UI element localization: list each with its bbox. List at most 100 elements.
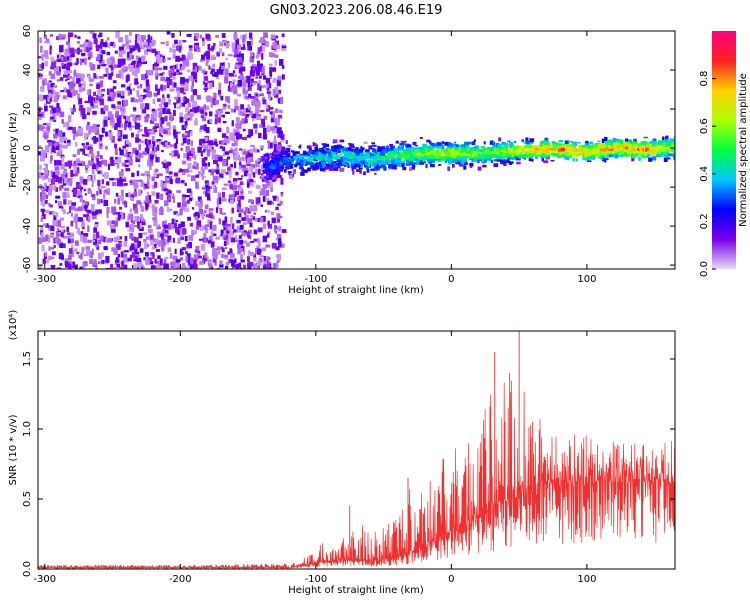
spectrogram-cell xyxy=(56,103,60,108)
spectrogram-cell xyxy=(355,151,360,156)
spectrogram-cell xyxy=(93,174,96,181)
spectrogram-cell xyxy=(245,89,248,94)
spectrogram-cell xyxy=(249,180,254,187)
spectrogram-cell xyxy=(281,243,285,248)
spectrogram-cell xyxy=(67,200,73,205)
spectrogram-cell xyxy=(177,131,181,134)
spectrogram-cell xyxy=(128,191,131,198)
spectrogram-cell xyxy=(212,224,217,232)
spectrogram-cell xyxy=(251,82,256,85)
spectrogram-cell xyxy=(168,171,173,175)
spectrogram-cell xyxy=(245,80,249,84)
spectrogram-cell xyxy=(321,160,325,164)
x-tick-label: 100 xyxy=(577,574,596,585)
spectrogram-cell xyxy=(626,141,630,144)
spectrogram-cell xyxy=(280,140,285,143)
spectrogram-cell xyxy=(57,230,61,233)
spectrogram-cell xyxy=(597,144,602,147)
spectrogram-cell xyxy=(130,114,135,118)
spectrogram-cell xyxy=(86,124,90,131)
spectrogram-cell xyxy=(656,153,660,156)
spectrogram-cell xyxy=(256,113,261,117)
spectrogram-cell xyxy=(450,152,456,157)
spectrogram-cell xyxy=(332,139,338,143)
spectrogram-cell xyxy=(122,200,126,205)
spectrogram-cell xyxy=(247,104,250,107)
spectrogram-cell xyxy=(43,34,48,39)
spectrogram-cell xyxy=(60,232,64,238)
spectrogram-cell xyxy=(137,221,142,229)
spectrogram-cell xyxy=(103,193,106,200)
spectrogram-cell xyxy=(195,246,200,251)
spectrogram-cell xyxy=(517,152,522,154)
spectrogram-cell xyxy=(378,164,382,168)
spectrogram-cell xyxy=(665,136,668,140)
spectrogram-cell xyxy=(428,159,432,164)
spectrogram-cell xyxy=(133,107,137,111)
spectrogram-cell xyxy=(371,144,377,147)
spectrogram-cell xyxy=(71,202,77,206)
spectrogram-cell xyxy=(466,150,470,155)
spectrogram-cell xyxy=(87,160,91,166)
spectrogram-cell xyxy=(484,149,489,153)
spectrogram-cell xyxy=(388,160,392,164)
spectrogram-cell xyxy=(95,209,99,215)
spectrogram-cell xyxy=(353,157,356,160)
spectrogram-cell xyxy=(134,71,138,78)
spectrogram-cell xyxy=(208,67,213,70)
spectrogram-cell xyxy=(507,140,511,143)
spectrogram-cell xyxy=(173,150,179,157)
spectrogram-cell xyxy=(260,165,264,172)
spectrogram-cell xyxy=(492,145,495,149)
spectrogram-cell xyxy=(210,241,215,248)
spectrogram-cell xyxy=(287,163,290,167)
spectrogram-cell xyxy=(40,149,45,156)
snr-plot-area xyxy=(38,331,675,569)
spectrogram-cell xyxy=(103,106,109,110)
spectrogram-cell xyxy=(134,182,139,189)
spectrogram-cell xyxy=(518,146,521,150)
spectrogram-cell xyxy=(534,148,539,153)
spectrogram-cell xyxy=(459,156,464,159)
spectrogram-cell xyxy=(521,139,525,143)
spectrogram-cell xyxy=(163,230,167,235)
spectrogram-cell xyxy=(182,170,186,176)
spectrogram-cell xyxy=(550,153,554,156)
spectrogram-cell xyxy=(348,151,351,155)
spectrogram-cell xyxy=(154,63,159,67)
spectrogram-cell xyxy=(509,150,513,155)
spectrogram-cell xyxy=(175,138,178,144)
spectrogram-cell xyxy=(233,88,238,95)
spectrogram-cell xyxy=(247,107,252,110)
spectrogram-cell xyxy=(241,217,246,221)
spectrogram-cell xyxy=(198,238,204,241)
spectrogram-cell xyxy=(129,47,133,53)
spectrogram-cell xyxy=(114,123,118,130)
spectrogram-cell xyxy=(120,250,125,253)
spectrogram-cell xyxy=(136,216,139,223)
spectrogram-cell xyxy=(208,211,213,215)
spectrogram-cell xyxy=(38,124,43,131)
spectrogram-cell xyxy=(206,182,210,187)
spectrogram-cell xyxy=(292,170,296,175)
spectrogram-cell xyxy=(55,143,60,150)
spectrogram-cell xyxy=(477,159,480,164)
spectrogram-cell xyxy=(204,180,209,184)
spectrogram-cell xyxy=(243,222,247,225)
spectrogram-cell xyxy=(169,115,174,122)
spectrogram-cell xyxy=(100,107,106,115)
spectrogram-cell xyxy=(335,163,341,166)
spectrogram-cell xyxy=(638,156,641,161)
spectrogram-cell xyxy=(80,234,83,242)
spectrogram-cell xyxy=(58,107,61,113)
spectrogram-cell xyxy=(211,146,214,150)
spectrogram-cell xyxy=(663,157,668,162)
spectrogram-cell xyxy=(245,242,251,247)
spectrogram-cell xyxy=(132,125,137,129)
spectrogram-cell xyxy=(313,154,317,157)
spectrogram-cell xyxy=(164,115,168,122)
spectrogram-cell xyxy=(400,153,404,158)
spectrogram-cell xyxy=(91,168,95,175)
spectrogram-cell xyxy=(164,142,168,146)
spectrogram-cell xyxy=(251,39,254,46)
